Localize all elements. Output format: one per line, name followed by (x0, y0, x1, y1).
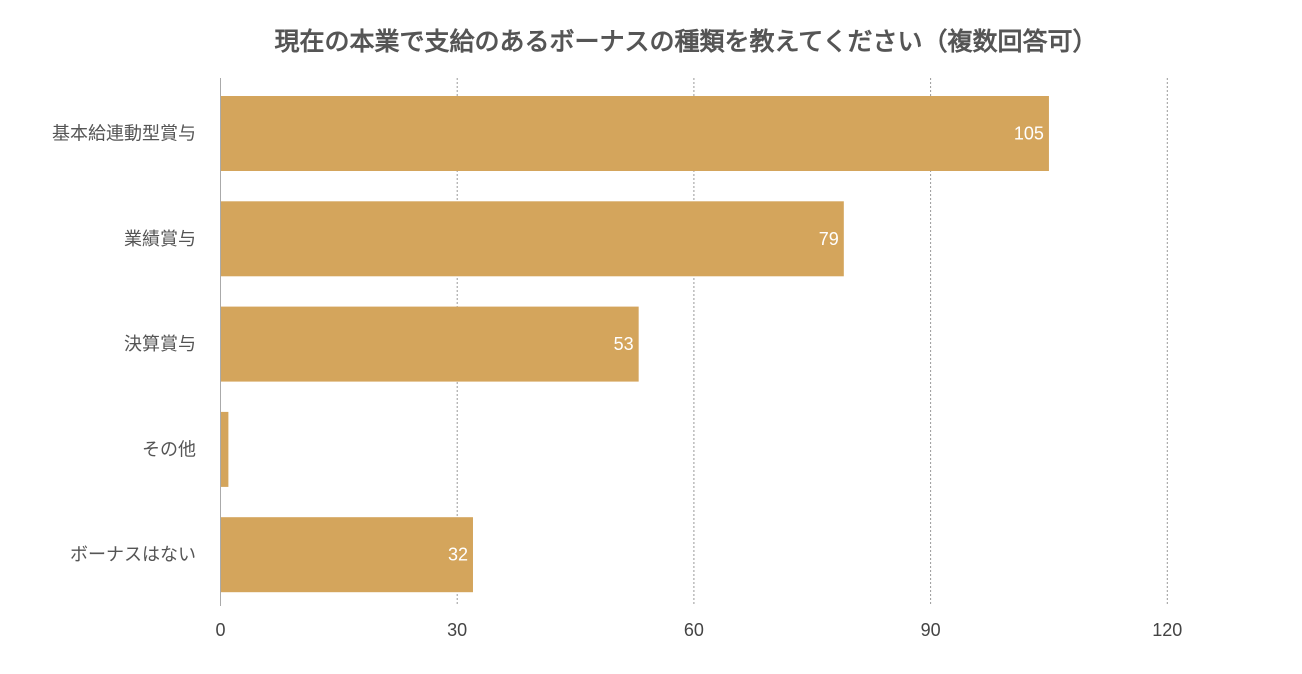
x-tick-label: 30 (447, 620, 467, 640)
x-tick-label: 60 (684, 620, 704, 640)
data-label: 53 (614, 334, 634, 354)
category-label: 基本給連動型賞与 (52, 124, 196, 145)
bar-4 (220, 517, 473, 593)
chart-title: 現在の本業で支給のあるボーナスの種類を教えてください（複数回答可） (274, 27, 1098, 56)
category-label: ボーナスはない (70, 545, 196, 566)
labels: 0 30 60 90 120 基本給連動型賞与 105 業績賞与 79 決算賞与 53 その他ボーナス… (52, 124, 1182, 641)
bar-1 (220, 201, 844, 277)
bar-0 (220, 96, 1049, 171)
category-label: その他 (142, 439, 196, 460)
x-tick-label: 90 (921, 620, 941, 640)
bar-3 (220, 411, 229, 487)
data-label: 79 (819, 229, 839, 249)
data-label: 105 (1014, 124, 1044, 144)
category-label: 決算賞与 (124, 334, 196, 355)
category-label: 業績賞与 (124, 229, 196, 250)
x-tick-label: 0 (215, 620, 225, 640)
x-tick-label: 120 (1152, 620, 1182, 640)
data-label: 32 (448, 545, 468, 565)
bars (220, 96, 1049, 593)
bar-2 (220, 306, 639, 382)
